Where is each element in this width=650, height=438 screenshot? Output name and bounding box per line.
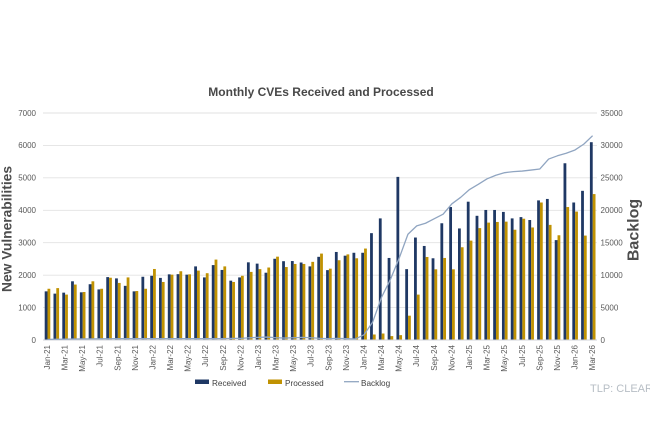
- svg-text:Sep-22: Sep-22: [219, 344, 228, 370]
- svg-text:Backlog: Backlog: [626, 199, 643, 261]
- svg-text:Nov-22: Nov-22: [236, 344, 245, 370]
- svg-text:6000: 6000: [18, 141, 36, 150]
- svg-text:Jan-24: Jan-24: [359, 344, 368, 369]
- svg-text:May-24: May-24: [395, 344, 404, 371]
- svg-text:10000: 10000: [601, 271, 624, 280]
- svg-text:0: 0: [32, 336, 37, 345]
- svg-text:Sep-24: Sep-24: [430, 344, 439, 370]
- svg-text:Mar-21: Mar-21: [60, 344, 69, 370]
- svg-text:30000: 30000: [601, 141, 624, 150]
- svg-text:Jul-21: Jul-21: [96, 344, 105, 366]
- svg-text:Received: Received: [212, 379, 247, 388]
- svg-text:May-23: May-23: [289, 344, 298, 371]
- svg-text:May-25: May-25: [500, 344, 509, 371]
- svg-text:Backlog: Backlog: [361, 379, 391, 388]
- svg-text:1000: 1000: [18, 303, 36, 312]
- svg-text:Sep-25: Sep-25: [535, 344, 544, 370]
- svg-text:2000: 2000: [18, 271, 36, 280]
- svg-text:Jan-21: Jan-21: [43, 344, 52, 369]
- svg-text:Nov-21: Nov-21: [131, 344, 140, 370]
- svg-text:Nov-25: Nov-25: [553, 344, 562, 370]
- svg-text:4000: 4000: [18, 206, 36, 215]
- svg-text:5000: 5000: [18, 174, 36, 183]
- svg-text:Mar-23: Mar-23: [272, 344, 281, 370]
- svg-text:25000: 25000: [601, 174, 624, 183]
- svg-text:Jan-25: Jan-25: [465, 344, 474, 369]
- svg-text:Mar-22: Mar-22: [166, 344, 175, 370]
- svg-text:May-21: May-21: [78, 344, 87, 371]
- svg-text:Sep-23: Sep-23: [324, 344, 333, 370]
- svg-text:5000: 5000: [601, 303, 619, 312]
- svg-text:3000: 3000: [18, 239, 36, 248]
- svg-text:0: 0: [601, 336, 606, 345]
- svg-text:New Vulnerabilities: New Vulnerabilities: [0, 166, 15, 292]
- svg-text:TLP: CLEAR: TLP: CLEAR: [590, 383, 650, 395]
- svg-text:15000: 15000: [601, 239, 624, 248]
- svg-text:Sep-21: Sep-21: [113, 344, 122, 370]
- svg-text:Jan-23: Jan-23: [254, 344, 263, 369]
- svg-text:May-22: May-22: [184, 344, 193, 371]
- svg-text:Jan-22: Jan-22: [148, 344, 157, 369]
- svg-text:Processed: Processed: [285, 379, 324, 388]
- svg-text:Nov-23: Nov-23: [342, 344, 351, 370]
- svg-text:Jul-24: Jul-24: [412, 344, 421, 366]
- svg-text:20000: 20000: [601, 206, 624, 215]
- svg-text:Mar-26: Mar-26: [588, 344, 597, 370]
- svg-text:Mar-25: Mar-25: [483, 344, 492, 370]
- svg-text:Monthly CVEs Received and Proc: Monthly CVEs Received and Processed: [208, 85, 433, 99]
- svg-text:Jan-26: Jan-26: [571, 344, 580, 369]
- svg-text:Mar-24: Mar-24: [377, 344, 386, 370]
- svg-text:Jul-25: Jul-25: [518, 344, 527, 366]
- svg-text:Nov-24: Nov-24: [447, 344, 456, 370]
- svg-text:35000: 35000: [601, 109, 624, 118]
- svg-text:Jul-22: Jul-22: [201, 344, 210, 366]
- svg-text:7000: 7000: [18, 109, 36, 118]
- svg-text:Jul-23: Jul-23: [307, 344, 316, 366]
